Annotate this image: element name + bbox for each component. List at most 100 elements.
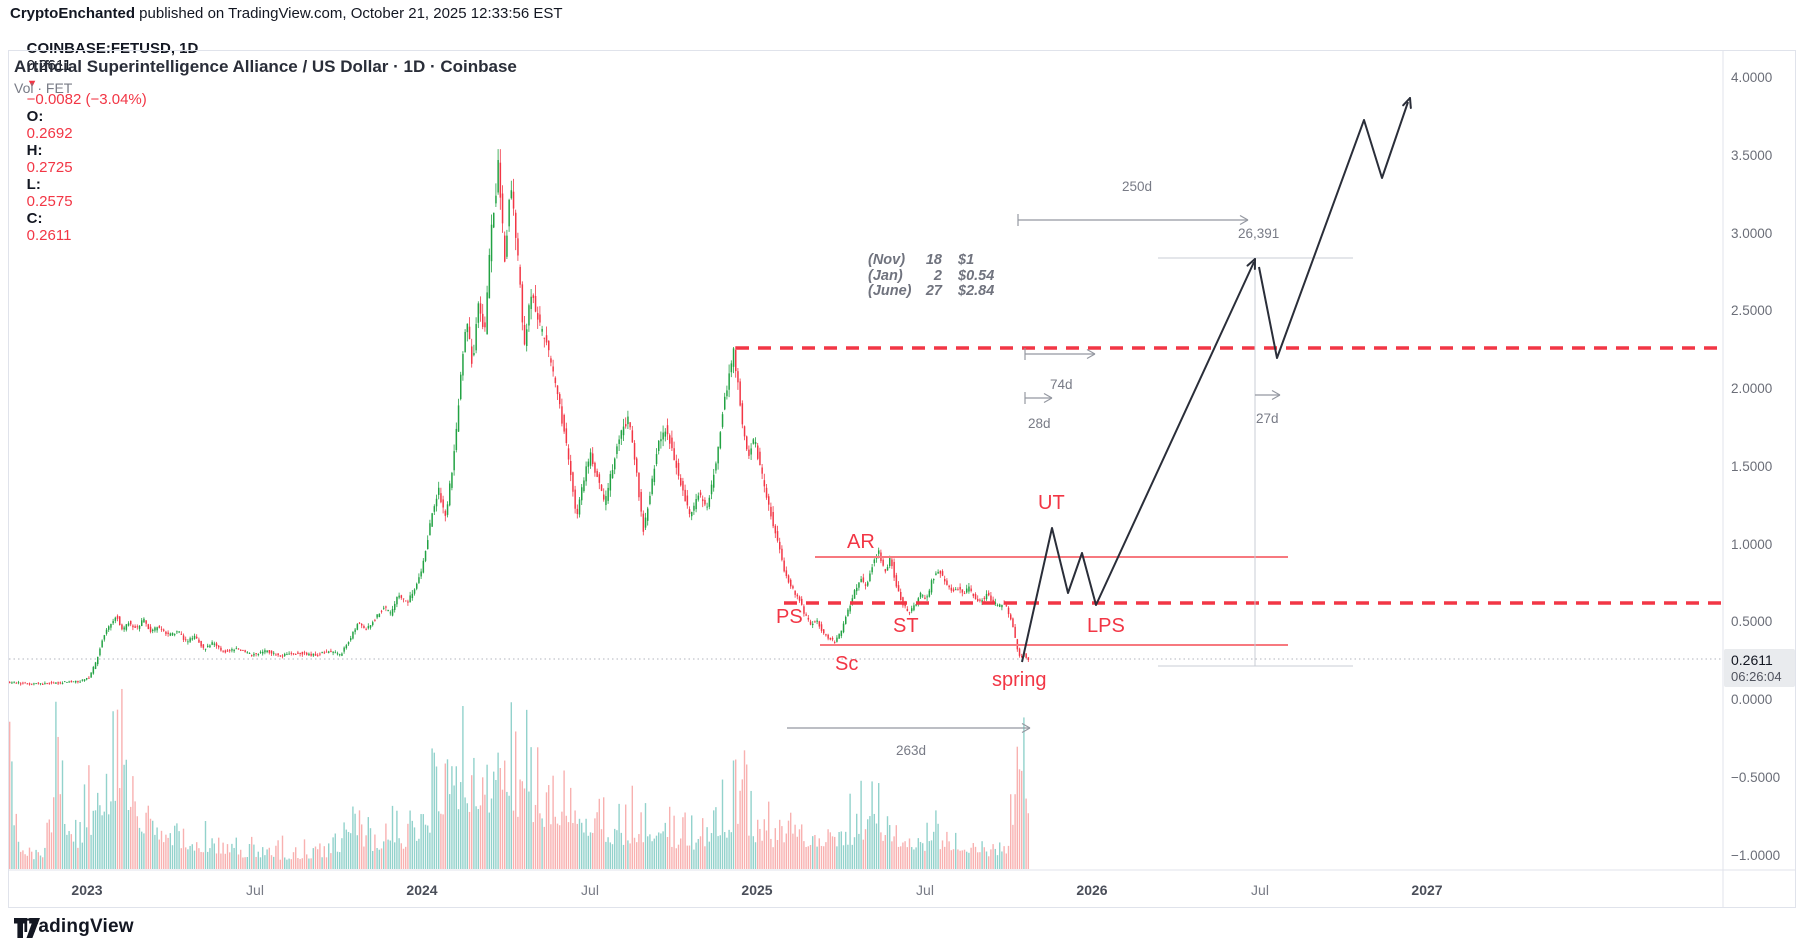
volume-bar xyxy=(675,848,677,869)
volume-bar xyxy=(884,835,886,869)
projection-path[interactable] xyxy=(1021,261,1255,663)
candle-body xyxy=(622,426,625,436)
candle-body xyxy=(372,622,374,626)
price-axis-label[interactable]: 2.0000 xyxy=(1731,381,1773,396)
candle-body xyxy=(79,681,81,683)
candle-body xyxy=(818,621,821,627)
volume-bar xyxy=(396,810,398,869)
price-axis-label[interactable]: 1.5000 xyxy=(1731,458,1773,474)
time-axis-label[interactable]: 2027 xyxy=(1411,882,1443,898)
candle-body xyxy=(561,406,563,424)
price-axis-label[interactable]: −0.5000 xyxy=(1731,769,1781,785)
candle-body xyxy=(86,678,88,680)
candle-body xyxy=(836,637,838,642)
high-value: 0.2725 xyxy=(26,159,73,176)
price-axis-label[interactable]: 1.0000 xyxy=(1731,536,1773,552)
candle-body xyxy=(101,640,103,647)
volume-bar xyxy=(823,846,825,869)
volume-bar xyxy=(486,764,488,869)
candle-body xyxy=(116,615,119,619)
candle-body xyxy=(46,683,48,684)
projection-path[interactable] xyxy=(1258,101,1409,359)
candle-body xyxy=(350,638,352,641)
volume-bar xyxy=(462,706,464,869)
volume-bar xyxy=(418,838,420,869)
open-value: 0.2692 xyxy=(26,125,73,142)
candle-body xyxy=(574,489,576,509)
volume-bar xyxy=(605,841,607,869)
time-axis-label[interactable]: 2025 xyxy=(741,882,773,898)
volume-bar xyxy=(273,856,275,869)
volume-bar xyxy=(981,841,983,869)
volume-bar xyxy=(22,850,24,869)
price-axis-label[interactable]: 2.5000 xyxy=(1731,303,1773,319)
candle-body xyxy=(446,504,449,515)
candle-body xyxy=(603,494,605,500)
candle-body xyxy=(416,583,418,589)
time-axis-label[interactable]: Jul xyxy=(581,882,599,898)
volume-bar xyxy=(598,798,600,869)
price-axis-label[interactable]: 0.0000 xyxy=(1731,692,1773,707)
candle-body xyxy=(508,199,510,227)
volume-bar xyxy=(345,829,347,869)
volume-bar xyxy=(710,833,713,869)
volume-bar xyxy=(15,813,17,869)
time-axis-label[interactable]: 2026 xyxy=(1076,882,1108,898)
volume-bar xyxy=(911,847,913,869)
candle-body xyxy=(708,497,711,507)
volume-bar xyxy=(946,831,948,869)
volume-bar xyxy=(66,834,68,869)
candle-body xyxy=(691,511,693,517)
volume-bar xyxy=(834,836,836,869)
volume-bar xyxy=(537,747,539,869)
candle-body xyxy=(534,296,537,312)
volume-bar xyxy=(680,838,682,869)
price-axis-label[interactable]: 0.5000 xyxy=(1731,614,1773,630)
volume-bar xyxy=(235,837,237,869)
candle-body xyxy=(994,602,997,604)
price-axis-label[interactable]: −1.0000 xyxy=(1731,847,1781,863)
volume-bar xyxy=(622,844,625,869)
time-axis-label[interactable]: Jul xyxy=(246,882,264,898)
tradingview-logo-link[interactable]: TradingView xyxy=(13,916,134,938)
time-axis-label[interactable]: 2023 xyxy=(71,882,103,898)
volume-bar xyxy=(281,835,284,869)
candle-body xyxy=(926,596,928,598)
volume-bar xyxy=(147,805,149,869)
time-axis-label[interactable]: Jul xyxy=(916,882,934,898)
volume-bar xyxy=(127,810,130,869)
candle-body xyxy=(312,653,315,656)
time-axis-label[interactable]: 2024 xyxy=(406,882,438,898)
time-axis-label[interactable]: Jul xyxy=(1251,882,1269,898)
price-axis-label[interactable]: 4.0000 xyxy=(1731,70,1773,85)
volume-bar xyxy=(343,822,345,869)
annotation-month: (Nov) xyxy=(868,252,906,268)
volume-bar xyxy=(534,804,537,869)
candle-body xyxy=(35,683,37,685)
price-change: −0.0082 (−3.04%) xyxy=(26,91,147,108)
volume-bar xyxy=(959,850,961,869)
high-label: H: xyxy=(26,142,43,159)
candle-body xyxy=(583,480,585,492)
volume-bar xyxy=(288,858,290,869)
candle-body xyxy=(884,569,887,572)
volume-bar xyxy=(983,847,985,869)
candle-body xyxy=(50,682,53,684)
volume-bar xyxy=(783,842,785,869)
candle-body xyxy=(33,683,35,685)
volume-bar xyxy=(1016,746,1018,869)
volume-bar xyxy=(666,836,669,869)
volume-bar xyxy=(308,858,310,869)
volume-bar xyxy=(13,825,15,869)
volume-bar xyxy=(671,846,673,869)
candle-body xyxy=(385,606,387,608)
volume-bar xyxy=(922,843,924,869)
candle-body xyxy=(193,635,196,639)
volume-bar xyxy=(420,814,422,869)
volume-bar xyxy=(618,803,620,869)
price-axis-label[interactable]: 3.0000 xyxy=(1731,225,1773,241)
chart-frame xyxy=(8,50,1796,908)
price-axis-label[interactable]: 3.5000 xyxy=(1731,147,1773,163)
candle-body xyxy=(255,653,257,655)
